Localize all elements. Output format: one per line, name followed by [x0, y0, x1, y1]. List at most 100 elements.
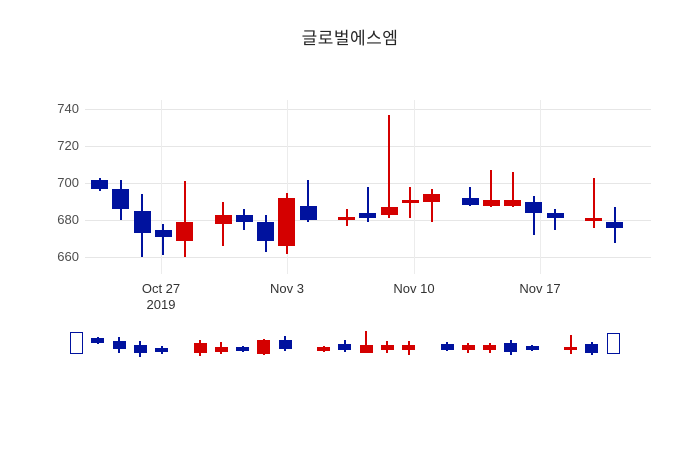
y-axis-tick-label: 660	[57, 249, 79, 264]
mini-candlestick-up	[257, 330, 271, 376]
candle-wick	[388, 114, 391, 219]
candlestick-up	[380, 100, 398, 274]
x-axis-tick-label: Nov 10	[354, 281, 474, 297]
mini-candle-body	[585, 344, 599, 353]
candle-body	[299, 205, 317, 221]
candle-wick	[490, 170, 493, 208]
mini-candlestick-up	[317, 330, 330, 376]
mini-candle-body	[461, 345, 475, 350]
gridline-horizontal	[85, 183, 651, 184]
mini-candlestick-up	[402, 330, 416, 376]
x-tick-line1: Nov 10	[393, 281, 435, 296]
candle-body	[112, 188, 130, 210]
mini-candle-body	[380, 345, 394, 350]
mini-candle-body	[606, 333, 620, 354]
overview-candlestick-strip	[60, 330, 640, 376]
mini-candlestick-down	[155, 330, 169, 376]
gridline-horizontal	[85, 257, 651, 258]
candle-body	[606, 222, 624, 228]
mini-candlestick-down	[606, 330, 620, 376]
candlestick-up	[585, 100, 602, 274]
candle-wick	[532, 196, 535, 236]
mini-candle-body	[525, 346, 539, 350]
candle-body	[154, 229, 172, 237]
candle-body	[91, 179, 108, 189]
candlestick-down	[546, 100, 564, 274]
gridline-horizontal	[85, 109, 651, 110]
mini-candle-body	[236, 347, 250, 351]
candle-body	[401, 199, 419, 203]
candle-body	[133, 211, 151, 234]
mini-candle-body	[214, 347, 228, 352]
candlestick-down	[525, 100, 543, 274]
mini-candle-body	[338, 344, 352, 350]
candle-body	[585, 218, 602, 222]
candlestick-up	[278, 100, 296, 274]
candlestick-down	[606, 100, 624, 274]
x-tick-line1: Nov 3	[270, 281, 304, 296]
mini-candlestick-up	[359, 330, 373, 376]
candlestick-up	[401, 100, 419, 274]
candle-wick	[183, 181, 186, 258]
candle-wick	[307, 179, 310, 223]
gridline-vertical	[287, 100, 288, 274]
candlestick-down	[461, 100, 479, 274]
mini-candle-body	[133, 345, 147, 353]
mini-candle-wick	[365, 331, 368, 353]
candlestick-up	[482, 100, 500, 274]
candlestick-down	[112, 100, 130, 274]
candle-body	[176, 222, 194, 241]
x-axis-labels: Oct 27 2019 Nov 3 Nov 10 Nov 17	[85, 281, 651, 321]
mini-candlestick-down	[112, 330, 126, 376]
mini-candle-body	[257, 340, 271, 354]
candle-body	[235, 214, 253, 223]
mini-candle-body	[564, 347, 577, 350]
mini-candle-body	[402, 345, 416, 350]
candlestick-down	[299, 100, 317, 274]
mini-candlestick-down	[525, 330, 539, 376]
x-axis-tick-label: Nov 17	[480, 281, 600, 297]
mini-candle-body	[193, 343, 207, 353]
candle-body	[380, 207, 398, 215]
candlestick-up	[338, 100, 355, 274]
candle-body	[214, 214, 232, 225]
candle-body	[461, 198, 479, 206]
mini-candlestick-down	[278, 330, 292, 376]
mini-candle-body	[112, 341, 126, 349]
x-tick-line2: 2019	[146, 297, 176, 312]
candle-body	[359, 212, 377, 219]
y-axis-tick-label: 740	[57, 101, 79, 116]
candle-body	[504, 199, 522, 206]
candlestick-up	[214, 100, 232, 274]
candle-body	[257, 222, 275, 241]
candle-wick	[430, 188, 433, 223]
mini-candle-body	[278, 340, 292, 349]
candle-body	[525, 201, 543, 213]
candlestick-down	[359, 100, 377, 274]
candle-body	[482, 199, 500, 206]
y-axis-tick-label: 700	[57, 175, 79, 190]
mini-candle-body	[359, 345, 373, 353]
candlestick-up	[504, 100, 522, 274]
x-axis-tick-label: Nov 3	[227, 281, 347, 297]
candle-wick	[592, 177, 595, 228]
mini-candlestick-down	[236, 330, 250, 376]
candlestick-down	[235, 100, 253, 274]
candle-wick	[366, 187, 369, 223]
candle-body	[338, 216, 355, 221]
mini-candlestick-down	[504, 330, 518, 376]
candlestick-up	[176, 100, 194, 274]
mini-candlestick-up	[461, 330, 475, 376]
x-tick-line1: Oct 27	[141, 281, 181, 296]
mini-candle-wick	[569, 335, 572, 354]
mini-candlestick-down	[133, 330, 147, 376]
price-candlestick-plot	[85, 100, 651, 274]
candlestick-down	[91, 100, 108, 274]
mini-candle-body	[155, 348, 169, 352]
candlestick-down	[154, 100, 172, 274]
gridline-vertical	[161, 100, 162, 274]
mini-candlestick-up	[214, 330, 228, 376]
candlestick-down	[133, 100, 151, 274]
y-axis-tick-label: 680	[57, 212, 79, 227]
